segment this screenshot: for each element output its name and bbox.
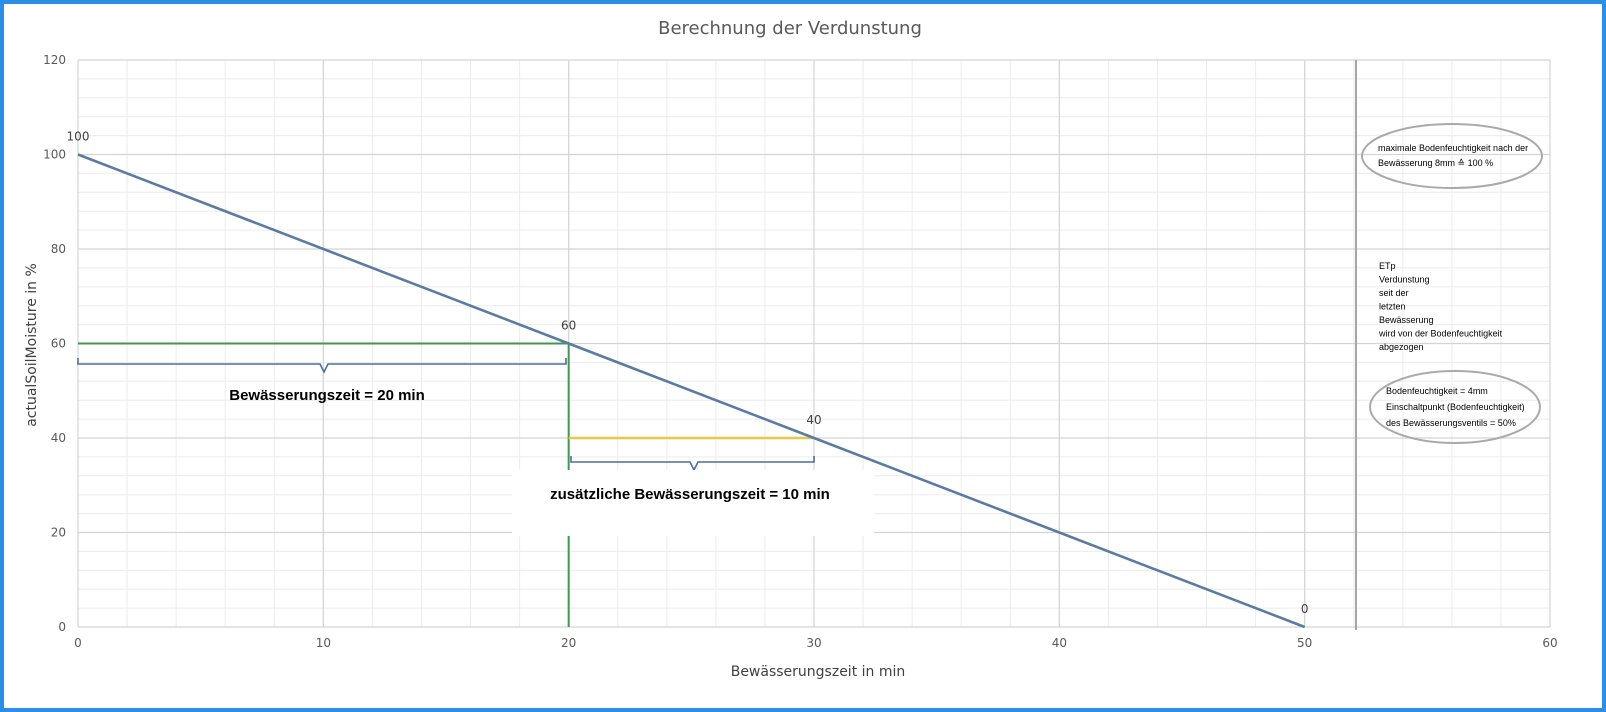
- etp-note-line: Verdunstung: [1379, 275, 1430, 285]
- y-tick-label: 60: [51, 337, 66, 351]
- bracket-irrigation: [77, 358, 567, 374]
- chart-title: Berechnung der Verdunstung: [658, 18, 922, 39]
- label-background: [512, 470, 874, 536]
- x-tick-label: 40: [1052, 636, 1067, 650]
- bracket-additional: [570, 456, 815, 472]
- x-tick-label: 20: [561, 636, 576, 650]
- soil-line1: Bodenfeuchtigkeit = 4mm: [1386, 386, 1488, 396]
- series-line: [77, 153, 1306, 629]
- soil-line2: Einschaltpunkt (Bodenfeuchtigkeit): [1386, 402, 1525, 412]
- y-tick-label: 80: [51, 242, 66, 256]
- y-axis-label: actualSoilMoisture in %: [24, 263, 40, 427]
- data-label: 100: [67, 130, 90, 144]
- y-tick-label: 100: [43, 148, 66, 162]
- y-tick-label: 20: [51, 526, 66, 540]
- x-tick-label: 0: [74, 636, 82, 650]
- soil-line3: des Bewässerungsventils = 50%: [1386, 418, 1516, 428]
- x-axis-label: Bewässerungszeit in min: [731, 664, 906, 680]
- x-tick-labels: 0 10 20 30 40 50 60: [74, 636, 1557, 650]
- etp-note-line: letzten: [1379, 302, 1406, 312]
- irrigation-time-label: Bewässerungszeit = 20 min: [229, 387, 425, 404]
- data-label: 0: [1301, 602, 1309, 616]
- max-moisture-line2: Bewässerung 8mm ≙ 100 %: [1378, 158, 1493, 168]
- etp-note: ETp Verdunstung seit der letzten Bewässerung…: [1378, 261, 1503, 352]
- x-tick-label: 50: [1297, 636, 1312, 650]
- etp-note-line: wird von der Bodenfeuchtigkeit: [1378, 329, 1503, 339]
- etp-note-line: seit der: [1379, 288, 1409, 298]
- max-moisture-line1: maximale Bodenfeuchtigkeit nach der: [1378, 143, 1528, 153]
- etp-note-line: abgezogen: [1379, 342, 1424, 352]
- etp-note-line: Bewässerung: [1379, 315, 1434, 325]
- data-label: 60: [561, 319, 576, 333]
- soil-ellipse: [1369, 370, 1541, 444]
- etp-note-line: ETp: [1379, 261, 1396, 271]
- series-group: [77, 153, 1306, 629]
- max-moisture-ellipse: [1361, 123, 1543, 189]
- data-label: 40: [806, 413, 821, 427]
- data-labels: 100 60 40 0: [67, 130, 1309, 617]
- y-tick-labels: 0 20 40 60 80 100 120: [43, 53, 66, 634]
- x-tick-label: 60: [1542, 636, 1557, 650]
- y-tick-label: 120: [43, 53, 66, 67]
- y-tick-label: 40: [51, 431, 66, 445]
- x-tick-label: 30: [806, 636, 821, 650]
- x-tick-label: 10: [316, 636, 331, 650]
- y-tick-label: 0: [58, 620, 66, 634]
- additional-time-label: zusätzliche Bewässerungszeit = 10 min: [550, 486, 830, 503]
